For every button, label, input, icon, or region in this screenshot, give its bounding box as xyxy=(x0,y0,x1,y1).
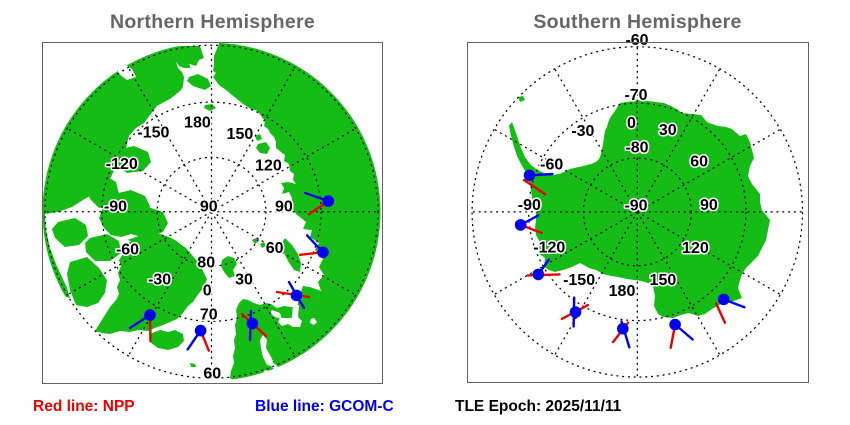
svg-text:90: 90 xyxy=(275,199,293,216)
svg-text:30: 30 xyxy=(659,122,677,139)
svg-text:-120: -120 xyxy=(106,156,138,173)
svg-text:120: 120 xyxy=(682,240,709,257)
svg-text:180: 180 xyxy=(184,114,211,131)
svg-text:-150: -150 xyxy=(563,272,595,289)
svg-text:90: 90 xyxy=(200,199,218,216)
svg-text:-30: -30 xyxy=(148,271,171,288)
svg-text:-80: -80 xyxy=(625,140,648,157)
svg-text:-150: -150 xyxy=(137,125,169,142)
svg-text:-120: -120 xyxy=(533,239,565,256)
svg-text:-60: -60 xyxy=(116,242,139,259)
svg-text:0: 0 xyxy=(203,283,212,300)
svg-text:-90: -90 xyxy=(518,197,541,214)
svg-text:-30: -30 xyxy=(571,123,594,140)
svg-text:-60: -60 xyxy=(540,157,563,174)
svg-text:70: 70 xyxy=(200,307,218,324)
svg-text:60: 60 xyxy=(203,366,221,383)
svg-text:-90: -90 xyxy=(624,198,647,215)
svg-text:30: 30 xyxy=(235,271,253,288)
svg-text:-70: -70 xyxy=(624,87,647,104)
svg-text:80: 80 xyxy=(197,255,215,272)
svg-text:180: 180 xyxy=(609,283,636,300)
svg-text:-60: -60 xyxy=(625,32,648,49)
svg-text:60: 60 xyxy=(266,240,284,257)
svg-text:120: 120 xyxy=(255,157,282,174)
svg-text:0: 0 xyxy=(627,115,636,132)
svg-text:150: 150 xyxy=(227,126,254,143)
svg-text:-90: -90 xyxy=(104,199,127,216)
svg-text:60: 60 xyxy=(690,153,708,170)
svg-text:150: 150 xyxy=(650,272,677,289)
svg-text:90: 90 xyxy=(700,197,718,214)
